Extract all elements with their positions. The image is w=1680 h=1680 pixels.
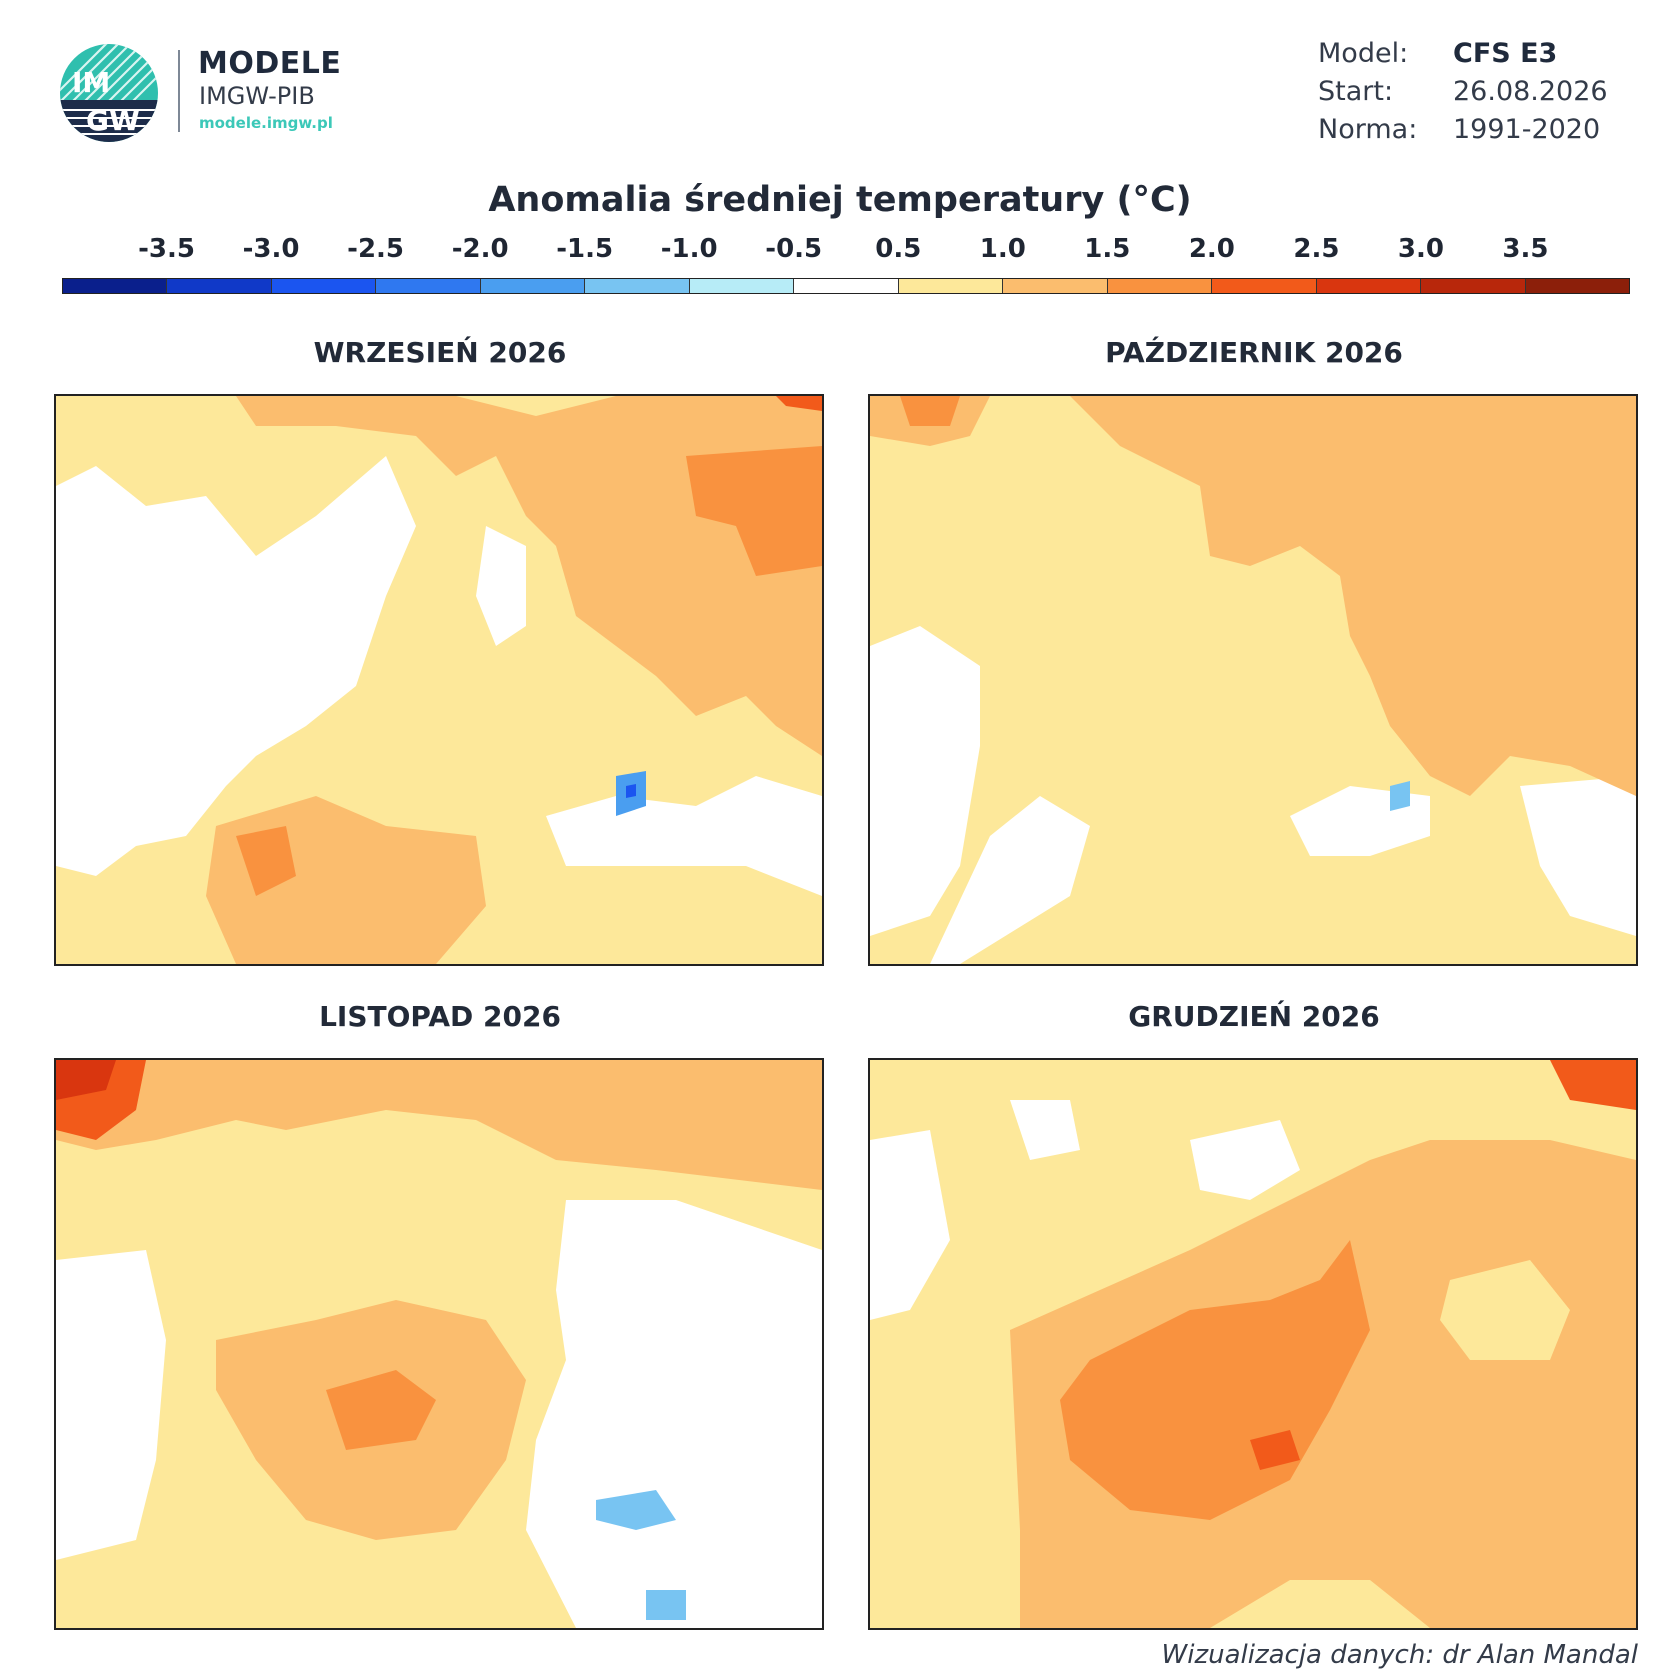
anomaly-map-october [870, 396, 1636, 964]
panel-title-september: WRZESIEŃ 2026 [313, 336, 567, 369]
brand-subtitle: IMGW-PIB [199, 82, 315, 110]
model-label: Model: [1318, 38, 1409, 69]
anomaly-map-november [56, 1060, 822, 1628]
legend-tick-label: -2.5 [347, 234, 405, 264]
model-row: Model: CFS E3 [1318, 38, 1638, 76]
legend-tick-label: -2.0 [451, 234, 509, 264]
legend-tick-label: -1.0 [660, 234, 718, 264]
legend-tick-label: 2.0 [1188, 234, 1235, 264]
legend-tick-label: 2.5 [1293, 234, 1340, 264]
colorbar-segment [898, 279, 1004, 293]
colorbar-segment [1212, 279, 1317, 293]
legend-tick-label: 3.5 [1502, 234, 1549, 264]
norma-label: Norma: [1318, 114, 1418, 145]
legend-tick-label: 3.0 [1397, 234, 1444, 264]
anomaly-map-december [870, 1060, 1636, 1628]
colorbar-segment [271, 279, 377, 293]
panel-title-november: LISTOPAD 2026 [319, 1000, 561, 1033]
brand-url-link[interactable]: modele.imgw.pl [199, 114, 333, 132]
legend-tick-label: 0.5 [875, 234, 922, 264]
start-label: Start: [1318, 76, 1394, 107]
legend-tick-label: 1.0 [979, 234, 1026, 264]
legend-tick-label: -3.0 [242, 234, 300, 264]
colorbar-segment [376, 279, 481, 293]
brand-title: MODELE [198, 46, 342, 81]
norma-row: Norma: 1991-2020 [1318, 114, 1638, 152]
colorbar-segment [480, 279, 586, 293]
imgw-logo-icon: IM GW [60, 44, 158, 142]
colorbar-segment [1421, 279, 1526, 293]
map-panel-september [54, 394, 824, 966]
colorbar-segment [1316, 279, 1422, 293]
panel-title-october: PAŹDZIERNIK 2026 [1105, 336, 1403, 369]
anomaly-map-september [56, 396, 822, 964]
svg-text:IM: IM [72, 66, 110, 99]
legend-tick-label: -1.5 [556, 234, 614, 264]
colorbar-segment [1107, 279, 1213, 293]
color-legend: -3.5 -3.0 -2.5 -2.0 -1.5 -1.0 -0.5 0.5 1.0 1.5 2.0… [0, 234, 1680, 304]
map-panel-october [868, 394, 1638, 966]
colorbar [62, 278, 1630, 294]
start-value: 26.08.2026 [1453, 76, 1608, 107]
norma-value: 1991-2020 [1453, 114, 1601, 145]
brand-logo: IM GW MODELE IMGW-PIB modele.imgw.pl [58, 42, 358, 142]
page-title: Anomalia średniej temperatury (°C) [488, 180, 1192, 220]
colorbar-segment [689, 279, 795, 293]
colorbar-segment [167, 279, 272, 293]
map-panel-december [868, 1058, 1638, 1630]
start-row: Start: 26.08.2026 [1318, 76, 1638, 114]
model-value: CFS E3 [1453, 38, 1558, 69]
colorbar-segment [585, 279, 690, 293]
colorbar-segment [63, 279, 168, 293]
logo-divider [178, 50, 180, 132]
credit-text: Wizualizacja danych: dr Alan Mandal [1161, 1640, 1638, 1670]
legend-tick-label: -0.5 [765, 234, 823, 264]
model-info: Model: CFS E3 Start: 26.08.2026 Norma: 1… [1318, 38, 1638, 152]
colorbar-segment [1003, 279, 1108, 293]
map-panel-november [54, 1058, 824, 1630]
legend-tick-label: -3.5 [138, 234, 195, 264]
colorbar-segment [1525, 279, 1630, 293]
legend-tick-label: 1.5 [1084, 234, 1131, 264]
svg-text:GW: GW [86, 104, 140, 137]
panel-title-december: GRUDZIEŃ 2026 [1128, 1000, 1380, 1033]
colorbar-segment [794, 279, 899, 293]
